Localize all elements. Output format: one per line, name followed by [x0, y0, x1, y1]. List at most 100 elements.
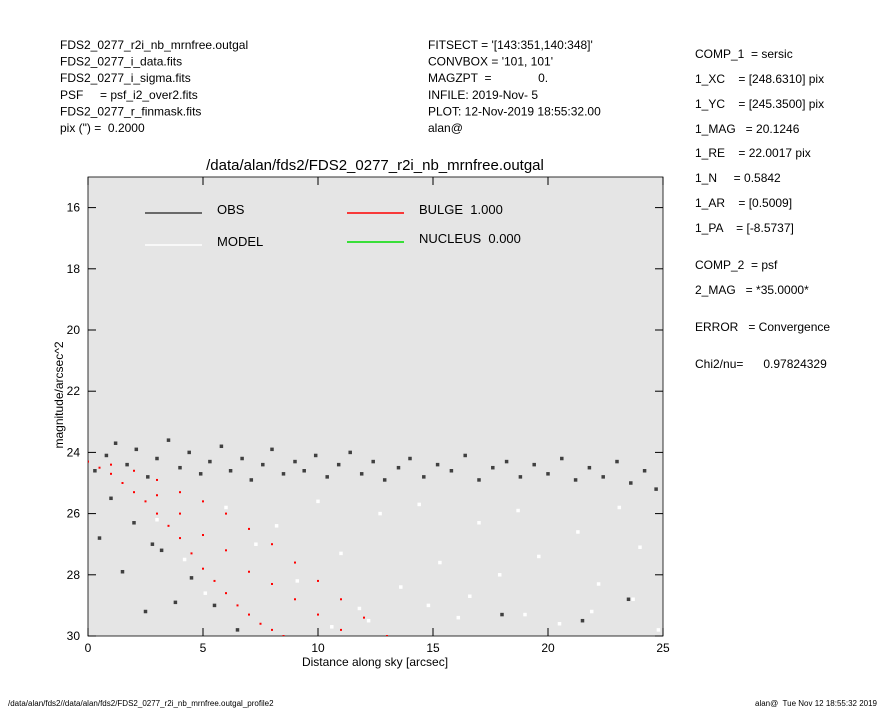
data-point: [417, 502, 421, 507]
data-point: [532, 462, 536, 467]
data-point: [642, 469, 647, 473]
data-point: [357, 606, 362, 611]
data-point: [156, 512, 158, 515]
data-point: [449, 469, 454, 473]
data-point: [109, 496, 113, 501]
data-point: [281, 472, 286, 476]
header-text: CONVBOX = '101, 101': [428, 55, 553, 69]
header-text: FITSECT = '[143:351,140:348]': [428, 38, 593, 52]
data-point: [254, 542, 258, 546]
data-point: [156, 478, 158, 481]
data-point: [629, 481, 633, 485]
data-point: [132, 521, 136, 525]
data-point: [228, 469, 233, 473]
data-point: [219, 444, 224, 449]
data-point: [477, 478, 481, 482]
data-point: [316, 499, 320, 504]
data-point: [98, 466, 101, 469]
data-point: [399, 585, 403, 589]
data-point: [348, 450, 352, 455]
data-point: [225, 592, 227, 595]
data-point: [302, 469, 306, 473]
data-point: [386, 635, 388, 636]
data-point: [396, 465, 401, 470]
data-point: [336, 462, 341, 467]
data-point: [225, 549, 227, 552]
data-point: [456, 615, 461, 620]
data-point: [270, 447, 274, 452]
data-point: [293, 459, 297, 464]
data-point: [212, 603, 217, 608]
data-point: [143, 609, 148, 614]
data-point: [121, 482, 124, 484]
header-text: PLOT: 12-Nov-2019 18:55:32.00: [428, 104, 601, 118]
data-point: [573, 478, 578, 482]
legend-label: OBS: [217, 202, 245, 217]
data-point: [104, 453, 109, 458]
header-text: FDS2_0277_r_finmask.fits: [60, 104, 201, 118]
header-text: COMP_1 = sersic: [695, 47, 793, 61]
x-tick-label: 25: [656, 641, 670, 655]
data-point: [537, 554, 541, 559]
data-point: [317, 579, 319, 582]
data-point: [236, 604, 239, 607]
x-tick-label: 20: [541, 641, 555, 655]
header-text: 1_XC = [248.6310] pix: [695, 72, 824, 86]
data-point: [366, 618, 371, 623]
header-text: pix (") = 0.2000: [60, 121, 145, 135]
data-point: [133, 491, 135, 494]
data-point: [294, 598, 296, 601]
data-point: [468, 594, 472, 598]
footer-left: /data/alan/fds2//data/alan/fds2/FDS2_027…: [8, 699, 274, 708]
data-point: [120, 569, 125, 574]
data-point: [340, 598, 342, 601]
header-text: FDS2_0277_i_data.fits: [60, 55, 182, 69]
data-point: [426, 603, 431, 608]
data-point: [340, 628, 342, 631]
header-text: PSF = psf_i2_over2.fits: [60, 88, 198, 102]
data-point: [557, 622, 562, 626]
plot-area: [87, 176, 664, 637]
data-point: [235, 628, 240, 632]
data-point: [615, 459, 619, 464]
data-point: [248, 570, 250, 573]
chart-title: /data/alan/fds2/FDS2_0277_r2i_nb_mrnfree…: [206, 157, 544, 174]
data-point: [294, 561, 296, 564]
data-point: [159, 548, 164, 553]
header-text: alan@: [428, 121, 463, 135]
y-tick-label: 26: [67, 507, 81, 521]
x-axis-label: Distance along sky [arcsec]: [302, 655, 448, 669]
data-point: [339, 551, 343, 556]
data-point: [371, 459, 375, 464]
data-point: [125, 462, 129, 467]
data-point: [422, 475, 426, 479]
header-text: 1_RE = 22.0017 pix: [695, 146, 811, 160]
data-point: [317, 613, 319, 616]
header-text: Chi2/nu= 0.97824329: [695, 357, 827, 371]
data-point: [93, 469, 97, 473]
data-point: [631, 597, 635, 602]
data-point: [601, 475, 605, 479]
header-text: 1_N = 0.5842: [695, 171, 781, 185]
data-point: [576, 530, 580, 534]
data-point: [516, 508, 520, 513]
data-point: [155, 517, 159, 522]
data-point: [282, 635, 285, 636]
data-point: [580, 618, 585, 623]
data-point: [248, 613, 250, 616]
x-tick-label: 0: [85, 641, 92, 655]
data-point: [146, 475, 150, 479]
data-point: [497, 573, 502, 577]
data-point: [382, 478, 387, 482]
y-tick-label: 18: [67, 262, 81, 276]
data-point: [274, 524, 279, 528]
data-point: [155, 456, 159, 461]
y-tick-label: 24: [67, 445, 81, 459]
header-text: 2_MAG = *35.0000*: [695, 283, 809, 297]
data-point: [179, 491, 181, 494]
data-point: [271, 628, 273, 631]
data-point: [179, 512, 181, 515]
data-point: [435, 462, 440, 467]
y-tick-label: 30: [67, 629, 81, 643]
